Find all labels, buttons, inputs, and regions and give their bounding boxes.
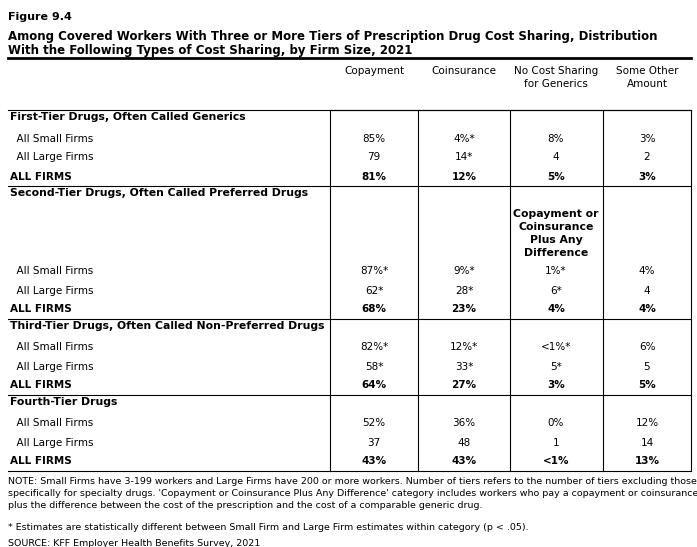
Text: 3%: 3% xyxy=(547,381,565,391)
Text: Copayment: Copayment xyxy=(344,66,404,76)
Text: 13%: 13% xyxy=(634,457,659,467)
Text: With the Following Types of Cost Sharing, by Firm Size, 2021: With the Following Types of Cost Sharing… xyxy=(8,44,413,57)
Text: 28*: 28* xyxy=(455,286,473,295)
Text: 58*: 58* xyxy=(365,362,383,371)
Text: 1%*: 1%* xyxy=(545,266,567,276)
Text: 3%: 3% xyxy=(638,172,656,182)
Text: SOURCE: KFF Employer Health Benefits Survey, 2021: SOURCE: KFF Employer Health Benefits Sur… xyxy=(8,539,260,547)
Text: ALL FIRMS: ALL FIRMS xyxy=(10,172,72,182)
Text: 81%: 81% xyxy=(362,172,387,182)
Text: 27%: 27% xyxy=(452,381,477,391)
Text: 37: 37 xyxy=(367,438,381,447)
Text: 68%: 68% xyxy=(362,305,387,315)
Text: Fourth-Tier Drugs: Fourth-Tier Drugs xyxy=(10,397,117,407)
Text: NOTE: Small Firms have 3-199 workers and Large Firms have 200 or more workers. N: NOTE: Small Firms have 3-199 workers and… xyxy=(8,477,697,510)
Text: All Large Firms: All Large Firms xyxy=(10,153,93,162)
Text: 4%: 4% xyxy=(547,305,565,315)
Text: 62*: 62* xyxy=(365,286,383,295)
Text: All Large Firms: All Large Firms xyxy=(10,362,93,371)
Text: Coinsurance: Coinsurance xyxy=(431,66,496,76)
Text: 6*: 6* xyxy=(550,286,562,295)
Text: All Small Firms: All Small Firms xyxy=(10,418,93,428)
Text: All Small Firms: All Small Firms xyxy=(10,342,93,352)
Text: * Estimates are statistically different between Small Firm and Large Firm estima: * Estimates are statistically different … xyxy=(8,523,528,532)
Text: 43%: 43% xyxy=(452,457,477,467)
Text: 23%: 23% xyxy=(452,305,477,315)
Text: 5%: 5% xyxy=(547,172,565,182)
Text: Among Covered Workers With Three or More Tiers of Prescription Drug Cost Sharing: Among Covered Workers With Three or More… xyxy=(8,30,657,43)
Text: 12%*: 12%* xyxy=(450,342,478,352)
Text: 12%: 12% xyxy=(636,418,659,428)
Text: Second-Tier Drugs, Often Called Preferred Drugs: Second-Tier Drugs, Often Called Preferre… xyxy=(10,188,308,198)
Text: 9%*: 9%* xyxy=(453,266,475,276)
Text: 4%: 4% xyxy=(638,266,655,276)
Text: <1%: <1% xyxy=(543,457,569,467)
Text: 0%: 0% xyxy=(548,418,564,428)
Text: Third-Tier Drugs, Often Called Non-Preferred Drugs: Third-Tier Drugs, Often Called Non-Prefe… xyxy=(10,321,325,331)
Text: 64%: 64% xyxy=(362,381,387,391)
Text: 82%*: 82%* xyxy=(360,342,388,352)
Text: 3%: 3% xyxy=(638,133,655,143)
Text: 33*: 33* xyxy=(455,362,473,371)
Text: 5: 5 xyxy=(644,362,650,371)
Text: All Small Firms: All Small Firms xyxy=(10,266,93,276)
Text: 4%*: 4%* xyxy=(453,133,475,143)
Text: No Cost Sharing
for Generics: No Cost Sharing for Generics xyxy=(514,66,598,89)
Text: ALL FIRMS: ALL FIRMS xyxy=(10,305,72,315)
Text: 4%: 4% xyxy=(638,305,656,315)
Text: First-Tier Drugs, Often Called Generics: First-Tier Drugs, Often Called Generics xyxy=(10,112,245,122)
Text: 5*: 5* xyxy=(550,362,562,371)
Text: 4: 4 xyxy=(553,153,559,162)
Text: 43%: 43% xyxy=(362,457,387,467)
Text: 5%: 5% xyxy=(638,381,656,391)
Text: 87%*: 87%* xyxy=(360,266,388,276)
Text: 12%: 12% xyxy=(452,172,477,182)
Text: Figure 9.4: Figure 9.4 xyxy=(8,12,72,22)
Text: 8%: 8% xyxy=(548,133,565,143)
Text: 6%: 6% xyxy=(638,342,655,352)
Text: <1%*: <1%* xyxy=(541,342,571,352)
Text: All Large Firms: All Large Firms xyxy=(10,438,93,447)
Text: 52%: 52% xyxy=(362,418,385,428)
Text: 85%: 85% xyxy=(362,133,385,143)
Text: 4: 4 xyxy=(644,286,650,295)
Text: Copayment or
Coinsurance
Plus Any
Difference: Copayment or Coinsurance Plus Any Differ… xyxy=(513,209,599,258)
Text: ALL FIRMS: ALL FIRMS xyxy=(10,381,72,391)
Text: 14*: 14* xyxy=(455,153,473,162)
Text: 2: 2 xyxy=(644,153,650,162)
Text: Some Other
Amount: Some Other Amount xyxy=(615,66,678,89)
Text: All Small Firms: All Small Firms xyxy=(10,133,93,143)
Text: 1: 1 xyxy=(553,438,559,447)
Text: ALL FIRMS: ALL FIRMS xyxy=(10,457,72,467)
Text: 36%: 36% xyxy=(452,418,475,428)
Text: All Large Firms: All Large Firms xyxy=(10,286,93,295)
Text: 14: 14 xyxy=(641,438,654,447)
Text: 79: 79 xyxy=(367,153,381,162)
Text: 48: 48 xyxy=(457,438,470,447)
